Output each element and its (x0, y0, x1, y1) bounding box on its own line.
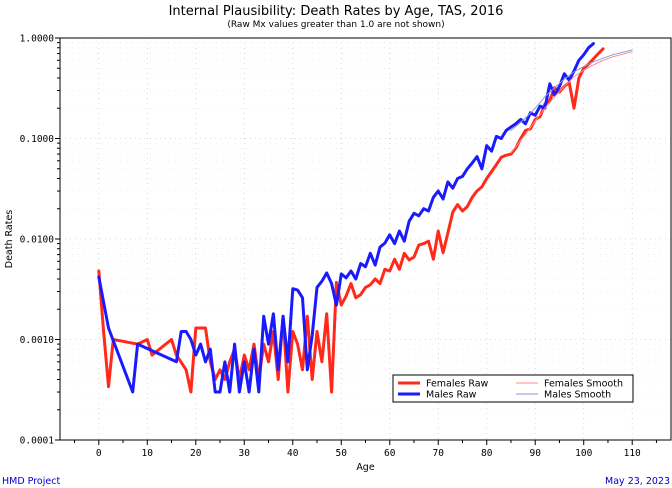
y-tick-label: 0.0001 (20, 436, 55, 447)
legend-label: Males Smooth (544, 390, 611, 401)
series-line-males-smooth (510, 49, 633, 131)
y-tick-label: 0.1000 (20, 134, 55, 145)
x-tick-label: 100 (575, 448, 592, 459)
x-axis: 0 10 20 30 40 50 60 70 80 90 100 110 (74, 440, 657, 459)
legend-label: Females Raw (426, 379, 489, 390)
x-tick-label: 10 (142, 448, 154, 459)
series-line-males-raw (97, 42, 595, 394)
x-tick-label: 110 (624, 448, 641, 459)
x-tick-label: 90 (529, 448, 541, 459)
footer-left: HMD Project (2, 476, 61, 487)
y-axis-label: Death Rates (4, 210, 15, 269)
legend-label: Females Smooth (544, 379, 623, 390)
y-tick-label: 0.0100 (20, 235, 55, 246)
x-tick-label: 40 (287, 448, 299, 459)
series-line-females-smooth (510, 51, 633, 154)
x-axis-label: Age (356, 462, 375, 473)
x-tick-label: 80 (481, 448, 493, 459)
x-tick-label: 20 (190, 448, 202, 459)
chart-subtitle: (Raw Mx values greater than 1.0 are not … (227, 20, 444, 30)
series-line-females-raw (97, 47, 605, 394)
x-tick-label: 0 (96, 448, 102, 459)
x-tick-label: 70 (433, 448, 445, 459)
x-tick-label: 60 (384, 448, 396, 459)
grid (60, 38, 671, 440)
footer-right: May 23, 2023 (605, 476, 670, 487)
y-tick-label: 1.0000 (20, 34, 55, 45)
x-tick-label: 30 (239, 448, 251, 459)
legend-label: Males Raw (426, 390, 477, 401)
y-tick-label: 0.0010 (20, 335, 55, 346)
legend: Females Raw Females Smooth Males Raw Males … (392, 374, 634, 403)
x-tick-label: 50 (336, 448, 348, 459)
legend-box (392, 374, 634, 403)
series-lines (97, 42, 633, 394)
chart-title: Internal Plausibility: Death Rates by Ag… (169, 4, 504, 19)
y-axis: 0.0001 0.0010 0.0100 0.1000 1.0000 (20, 34, 60, 447)
